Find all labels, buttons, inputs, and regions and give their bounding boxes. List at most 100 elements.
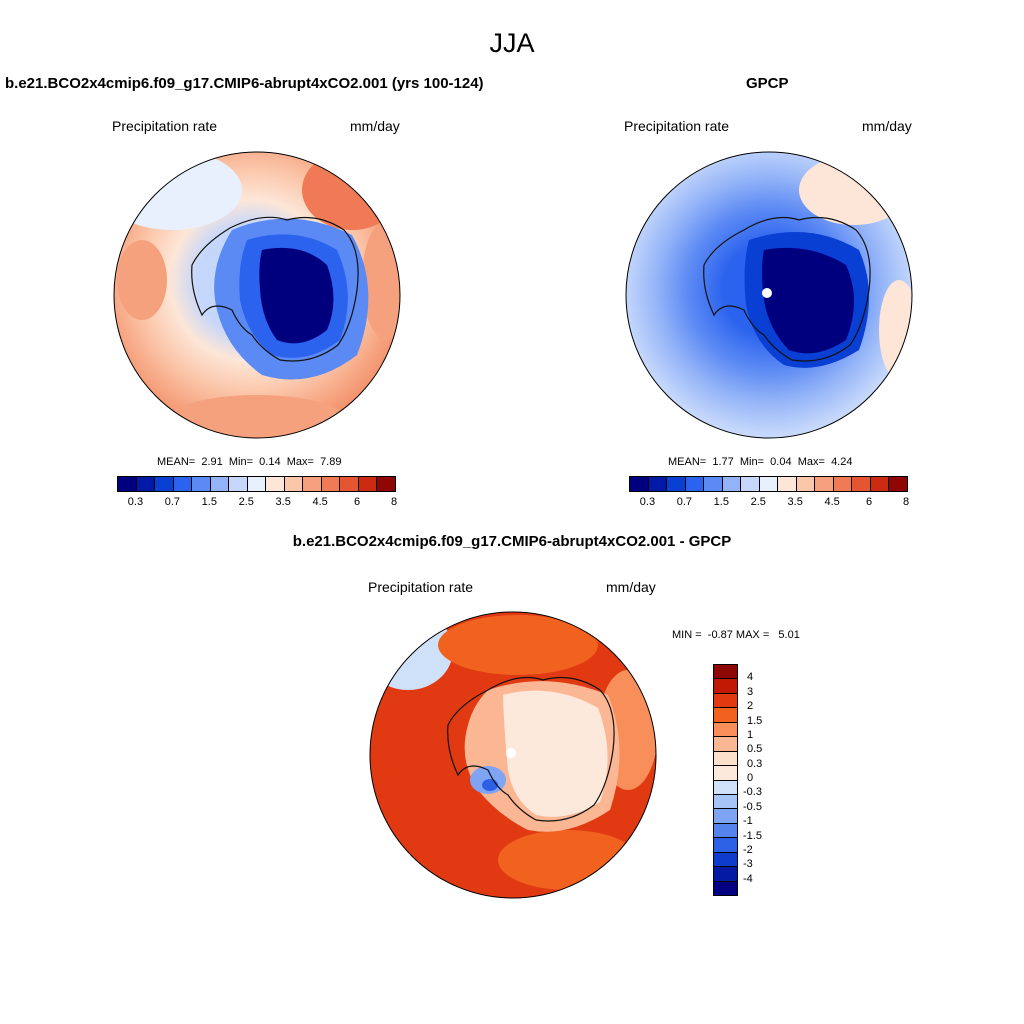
colorbar-swatch — [714, 722, 737, 738]
colorbar-swatch — [340, 477, 359, 491]
panel3-polar-map — [369, 611, 657, 899]
colorbar-swatch — [714, 766, 737, 781]
colorbar-swatch — [704, 477, 723, 491]
colorbar-tick-label: 2.5 — [750, 496, 766, 508]
colorbar-tick-label: 1.5 — [713, 496, 729, 508]
panel3-title: b.e21.BCO2x4cmip6.f09_g17.CMIP6-abrupt4x… — [292, 533, 732, 550]
colorbar-swatch — [778, 477, 797, 491]
colorbar-tick-label: 1.5 — [201, 496, 217, 508]
colorbar-swatch — [714, 780, 737, 795]
colorbar-tick-label: 4.5 — [312, 496, 328, 508]
panel3-units: mm/day — [606, 579, 656, 595]
colorbar-swatch — [321, 477, 341, 491]
colorbar-tick-label: 6 — [354, 496, 361, 508]
colorbar-swatch — [714, 708, 737, 723]
panel2-coastline — [703, 217, 871, 362]
colorbar-tick-label: 0.3 — [747, 757, 763, 770]
colorbar-swatch — [667, 477, 686, 491]
colorbar-swatch — [852, 477, 871, 491]
colorbar-swatch — [714, 809, 737, 824]
colorbar-swatch — [358, 477, 378, 491]
colorbar-swatch — [714, 867, 737, 882]
colorbar-swatch — [284, 477, 304, 491]
colorbar-swatch — [229, 477, 248, 491]
colorbar-tick-label: 3 — [747, 685, 754, 698]
colorbar-swatch — [266, 477, 285, 491]
panel3-antarctica-neutral — [503, 690, 608, 817]
colorbar-swatch — [722, 477, 742, 491]
colorbar-swatch — [714, 852, 737, 868]
colorbar-swatch — [759, 477, 779, 491]
colorbar-tick-label: -3 — [743, 858, 753, 871]
panel2-variable: Precipitation rate — [624, 118, 730, 134]
colorbar-tick-label: 0.7 — [676, 496, 693, 508]
colorbar-tick-label: 4.5 — [824, 496, 840, 508]
colorbar-swatch — [714, 679, 737, 694]
panel2-southern-ocean-high — [799, 155, 909, 225]
colorbar-swatch — [136, 477, 156, 491]
colorbar-swatch — [173, 477, 193, 491]
colorbar-tick-label: 0.5 — [747, 743, 763, 756]
colorbar-swatch — [833, 477, 853, 491]
colorbar-swatch — [714, 838, 737, 853]
colorbar-tick-label: 1 — [747, 728, 754, 741]
panel1-pacific-low — [114, 152, 242, 230]
colorbar-swatch — [714, 693, 737, 709]
colorbar-tick-label: -1.5 — [743, 829, 762, 842]
panel2-pole-hole — [762, 288, 772, 298]
panel3-stats: MIN = -0.87 MAX = 5.01 — [672, 629, 800, 641]
colorbar-tick-label: 2.5 — [238, 496, 254, 508]
colorbar-tick-label: -2 — [743, 843, 753, 856]
panel2-colorbar-ticks: 0.3 0.7 1.5 2.5 3.5 4.5 6 8 — [629, 496, 910, 510]
colorbar-tick-label: 6 — [866, 496, 873, 508]
colorbar-tick-label: 8 — [902, 496, 910, 508]
colorbar-swatch — [889, 477, 907, 491]
colorbar-swatch — [377, 477, 395, 491]
panel1-colorbar — [117, 476, 396, 492]
panel3-coastline — [447, 677, 615, 822]
colorbar-tick-label: -0.5 — [743, 800, 762, 813]
panel1-stats: MEAN= 2.91 Min= 0.14 Max= 7.89 — [157, 456, 342, 468]
panel1-variable: Precipitation rate — [112, 118, 218, 134]
colorbar-tick-label: 0.7 — [164, 496, 181, 508]
colorbar-tick-label: 0 — [747, 772, 754, 784]
colorbar-tick-label: 0.3 — [639, 496, 656, 508]
colorbar-tick-label: 8 — [390, 496, 398, 508]
colorbar-swatch — [685, 477, 705, 491]
colorbar-swatch — [714, 737, 737, 752]
colorbar-swatch — [247, 477, 267, 491]
panel1-polar-map — [113, 151, 401, 439]
panel3-colorbar — [713, 664, 738, 896]
panel1-units: mm/day — [350, 118, 400, 134]
colorbar-swatch — [210, 477, 230, 491]
colorbar-tick-label: 0.3 — [127, 496, 144, 508]
colorbar-tick-label: 1.5 — [747, 714, 763, 727]
colorbar-swatch — [630, 477, 649, 491]
colorbar-swatch — [714, 665, 737, 680]
figure-title: JJA — [489, 28, 535, 58]
panel3-colorbar-ticks: 4 3 2 1.5 1 0.5 0.3 0 -0.3 -0.5 -1 -1.5 -2 -3 -4 — [743, 664, 787, 894]
colorbar-swatch — [118, 477, 137, 491]
colorbar-tick-label: -1 — [743, 815, 753, 828]
colorbar-swatch — [870, 477, 890, 491]
colorbar-tick-label: -4 — [743, 872, 753, 885]
colorbar-tick-label: -0.3 — [743, 786, 762, 799]
colorbar-swatch — [303, 477, 322, 491]
colorbar-swatch — [192, 477, 211, 491]
panel2-antarctica-low — [762, 247, 854, 354]
panel2-stats: MEAN= 1.77 Min= 0.04 Max= 4.24 — [668, 456, 853, 468]
colorbar-swatch — [155, 477, 174, 491]
colorbar-tick-label: 3.5 — [275, 496, 291, 508]
colorbar-tick-label: 2 — [747, 700, 754, 713]
colorbar-swatch — [714, 794, 737, 810]
panel2-colorbar — [629, 476, 908, 492]
colorbar-swatch — [796, 477, 816, 491]
panel2-units: mm/day — [862, 118, 912, 134]
panel1-colorbar-ticks: 0.3 0.7 1.5 2.5 3.5 4.5 6 8 — [117, 496, 398, 510]
panel3-variable: Precipitation rate — [368, 579, 474, 595]
colorbar-swatch — [741, 477, 760, 491]
colorbar-swatch — [714, 881, 737, 895]
panel1-coastline — [191, 216, 359, 362]
panel2-polar-map — [625, 151, 913, 439]
colorbar-swatch — [714, 823, 737, 839]
